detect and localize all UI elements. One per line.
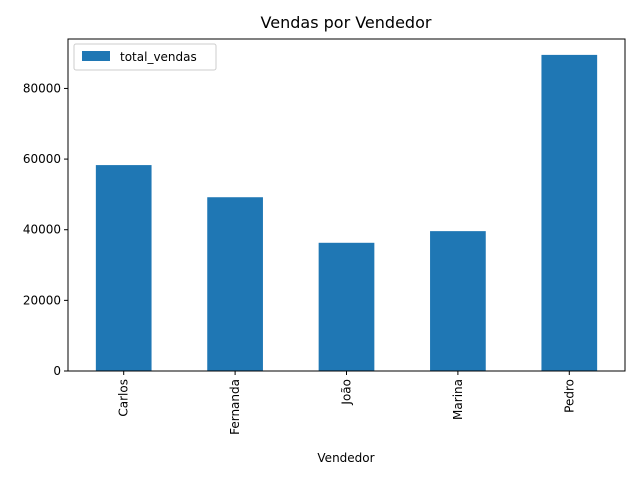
y-tick-label: 0 (53, 364, 61, 378)
legend-swatch (82, 51, 110, 61)
bar-marina (430, 231, 486, 371)
x-tick-label: Fernanda (228, 379, 242, 435)
bar-pedro (541, 54, 598, 371)
x-tick-label: João (340, 379, 354, 406)
chart-title: Vendas por Vendedor (261, 13, 432, 32)
bar-carlos (95, 165, 152, 371)
x-axis-label: Vendedor (317, 451, 374, 465)
x-axis-ticks: Carlos Fernanda João Marina Pedro (117, 371, 576, 435)
y-tick-label: 80000 (23, 81, 61, 95)
y-tick-label: 20000 (23, 293, 61, 307)
legend-label: total_vendas (120, 50, 197, 64)
y-axis-ticks: 0 20000 40000 60000 80000 (23, 81, 68, 378)
y-tick-label: 60000 (23, 152, 61, 166)
legend-box (73, 43, 217, 71)
bar-joão (318, 242, 375, 371)
x-tick-label: Marina (451, 379, 465, 420)
y-tick-label: 40000 (23, 223, 61, 237)
bars-group (95, 54, 598, 371)
legend: total_vendas (73, 43, 217, 71)
x-tick-label: Pedro (562, 379, 576, 413)
plot-frame (67, 38, 626, 372)
bar-fernanda (207, 197, 263, 371)
x-tick-label: Carlos (117, 379, 131, 417)
